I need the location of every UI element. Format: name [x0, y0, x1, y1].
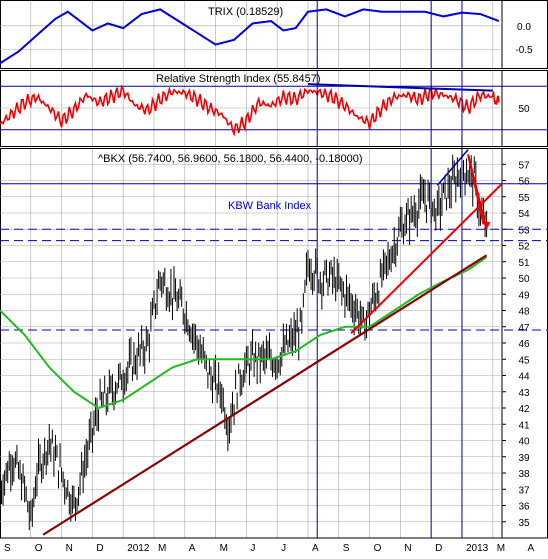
trendline	[467, 154, 488, 230]
x-tick-label: A	[528, 543, 535, 554]
trendlines	[42, 149, 503, 536]
arrowhead	[482, 221, 491, 230]
x-tick-label: N	[404, 543, 411, 554]
tick-label: 35	[518, 518, 530, 529]
trix-panel: 0.0 -0.5 TRIX (0.18529)	[0, 0, 548, 69]
tick-label: 0.0	[517, 22, 531, 33]
tick-label: 47	[518, 323, 530, 334]
x-axis: S O N D 2012 M A M J J A S O N D 2013 M A	[0, 537, 548, 554]
x-tick-label: S	[4, 543, 11, 554]
moving-average	[0, 256, 488, 410]
tick-label: 57	[518, 160, 530, 171]
price-panel: 57 56 55 54 53 52 51 50 49 48 47 46 45 44 43 42 41 40 39 38…	[0, 0, 548, 539]
rsi-panel: 50 Relative Strength Index (55.8457)	[0, 70, 548, 147]
rsi-title: Relative Strength Index (55.8457)	[156, 73, 321, 85]
trix-series	[0, 8, 500, 65]
tick-label: 50	[518, 274, 530, 285]
tick-label: 40	[518, 437, 530, 448]
tick-label: 44	[518, 372, 530, 383]
x-tick-label: O	[35, 543, 43, 554]
tick-label: 45	[518, 355, 530, 366]
trix-line	[0, 8, 500, 65]
trendline	[350, 183, 503, 334]
x-tick-label: A	[189, 543, 196, 554]
tick-label: 38	[518, 469, 530, 480]
moving-average-line	[0, 256, 488, 410]
x-tick-label: 2013	[466, 543, 489, 554]
price-axis: 57 56 55 54 53 52 51 50 49 48 47 46 45 44 43 42 41 40 39 38…	[0, 160, 530, 529]
x-tick-label: M	[497, 543, 505, 554]
tick-label: 37	[518, 485, 530, 496]
rsi-line	[0, 84, 500, 137]
x-tick-label: M	[158, 543, 166, 554]
x-tick-label: 2012	[127, 543, 150, 554]
x-tick-label: M	[220, 543, 228, 554]
x-tick-label: J	[281, 543, 286, 554]
tick-label: 55	[518, 193, 530, 204]
tick-label: -0.5	[515, 45, 533, 56]
x-tick-label: D	[435, 543, 442, 554]
trendline	[436, 149, 469, 186]
x-tick-label: N	[66, 543, 73, 554]
tick-label: 54	[518, 209, 530, 220]
tick-label: 46	[518, 339, 530, 350]
price-title: ^BKX (56.7400, 56.9600, 56.1800, 56.4400…	[98, 153, 362, 165]
tick-label: 50	[518, 104, 530, 115]
tick-label: 36	[518, 502, 530, 513]
x-tick-label: O	[374, 543, 382, 554]
x-tick-label: J	[250, 543, 255, 554]
tick-label: 56	[518, 177, 530, 188]
tick-label: 39	[518, 453, 530, 464]
index-name: KBW Bank Index	[228, 200, 312, 212]
rsi-axis: 50	[0, 85, 548, 131]
x-tick-label: D	[96, 543, 103, 554]
tick-label: 42	[518, 404, 530, 415]
tick-label: 48	[518, 307, 530, 318]
x-tick-label: S	[343, 543, 350, 554]
tick-label: 49	[518, 290, 530, 301]
trix-title: TRIX (0.18529)	[208, 6, 283, 18]
tick-label: 51	[518, 258, 530, 269]
tick-label: 53	[518, 225, 530, 236]
trendline	[42, 254, 488, 536]
tick-label: 41	[518, 420, 530, 431]
x-tick-label: A	[312, 543, 319, 554]
x-axis-band	[0, 538, 548, 554]
price-bars	[0, 137, 488, 531]
tick-label: 52	[518, 242, 530, 253]
tick-label: 43	[518, 388, 530, 399]
